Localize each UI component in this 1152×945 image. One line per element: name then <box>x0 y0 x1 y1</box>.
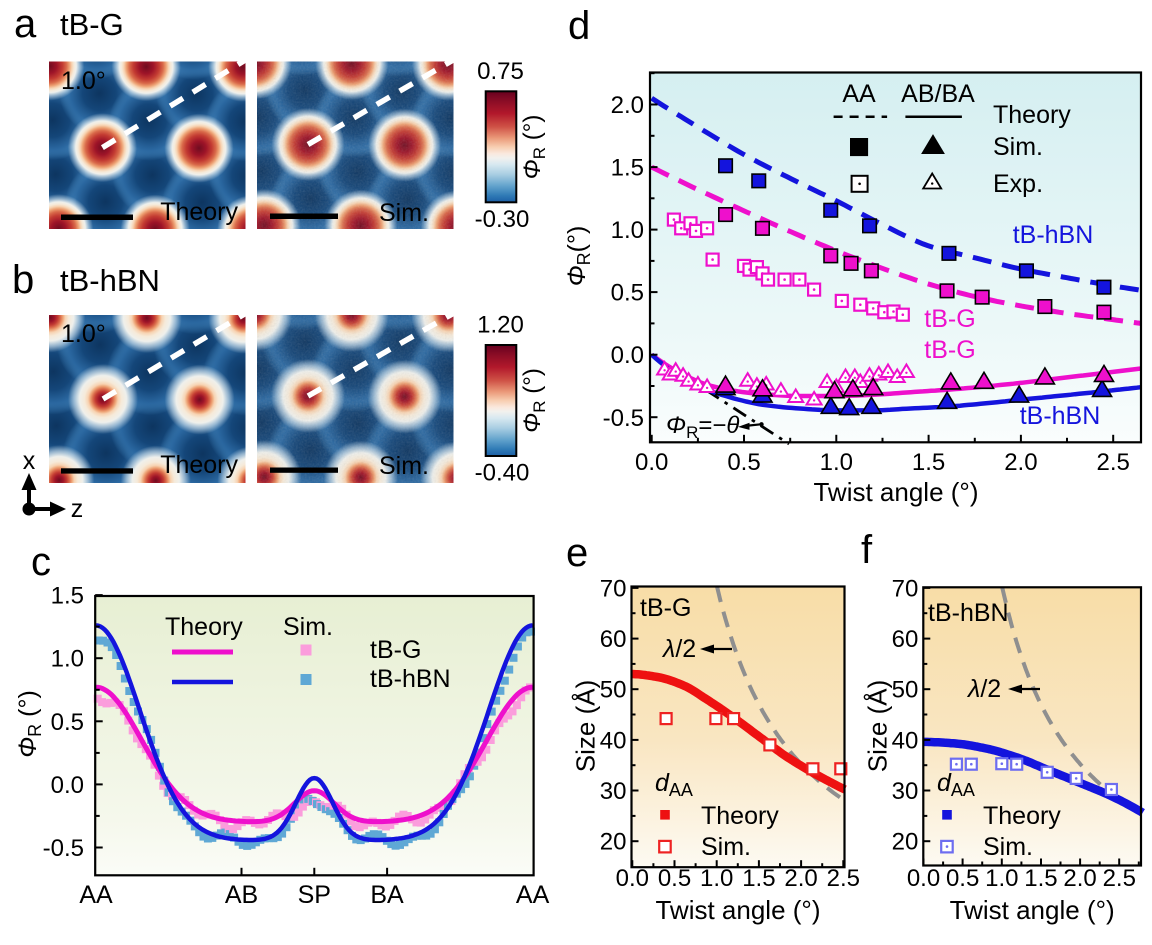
svg-text:2.0: 2.0 <box>1004 449 1037 476</box>
svg-text:2.5: 2.5 <box>1103 865 1136 892</box>
svg-text:1.0°: 1.0° <box>61 320 106 348</box>
svg-text:ΦR (°): ΦR (°) <box>519 368 549 433</box>
svg-text:Theory: Theory <box>160 451 238 479</box>
svg-text:λ/2: λ/2 <box>661 635 696 663</box>
svg-text:0.75: 0.75 <box>477 58 524 85</box>
svg-text:Exp.: Exp. <box>993 170 1043 198</box>
svg-text:1.5: 1.5 <box>1024 865 1057 892</box>
svg-text:0.0: 0.0 <box>611 342 644 369</box>
svg-text:0.0: 0.0 <box>51 772 84 799</box>
svg-text:1.0: 1.0 <box>700 865 733 892</box>
svg-text:0.0: 0.0 <box>616 865 649 892</box>
svg-text:Theory: Theory <box>983 802 1061 830</box>
svg-text:Sim.: Sim. <box>379 452 429 480</box>
svg-text:dAA: dAA <box>655 769 693 800</box>
svg-text:Sim.: Sim. <box>983 833 1033 861</box>
svg-text:ΦR(°): ΦR(°) <box>563 226 594 287</box>
svg-text:tB-hBN: tB-hBN <box>1020 402 1101 430</box>
svg-text:20: 20 <box>600 829 627 856</box>
svg-text:-0.40: -0.40 <box>475 460 530 487</box>
svg-text:60: 60 <box>600 626 627 653</box>
svg-text:Sim.: Sim. <box>379 199 429 227</box>
svg-text:-0.30: -0.30 <box>475 206 530 233</box>
svg-text:Theory: Theory <box>993 101 1071 129</box>
svg-text:0.5: 0.5 <box>658 865 691 892</box>
svg-text:0.5: 0.5 <box>727 449 760 476</box>
svg-text:0.5: 0.5 <box>611 280 644 307</box>
svg-text:Twist angle (°): Twist angle (°) <box>655 895 820 925</box>
svg-text:1.0: 1.0 <box>820 449 853 476</box>
svg-text:Sim.: Sim. <box>283 613 333 641</box>
svg-text:0.5: 0.5 <box>51 709 84 736</box>
svg-text:b: b <box>12 258 34 302</box>
svg-text:60: 60 <box>892 626 919 653</box>
svg-text:1.5: 1.5 <box>912 449 945 476</box>
svg-text:c: c <box>31 540 51 584</box>
svg-text:40: 40 <box>600 727 627 754</box>
svg-text:30: 30 <box>892 778 919 805</box>
svg-text:70: 70 <box>892 575 919 602</box>
svg-text:Twist angle (°): Twist angle (°) <box>813 477 978 507</box>
svg-text:-0.5: -0.5 <box>43 835 84 862</box>
svg-text:tB-G: tB-G <box>60 7 124 42</box>
svg-text:λ/2: λ/2 <box>966 675 1001 703</box>
svg-text:70: 70 <box>600 575 627 602</box>
svg-text:50: 50 <box>600 677 627 704</box>
svg-text:e: e <box>566 531 588 575</box>
svg-text:1.0: 1.0 <box>611 217 644 244</box>
svg-text:ΦR=−θ: ΦR=−θ <box>666 412 739 442</box>
svg-text:0.0: 0.0 <box>635 449 668 476</box>
svg-text:tB-G: tB-G <box>370 636 421 664</box>
svg-text:ΦR (°): ΦR (°) <box>14 690 45 758</box>
svg-text:1.20: 1.20 <box>477 312 524 339</box>
svg-text:Theory: Theory <box>160 198 238 226</box>
svg-text:1.0: 1.0 <box>51 646 84 673</box>
svg-text:0.0: 0.0 <box>907 865 940 892</box>
svg-text:tB-G: tB-G <box>924 305 975 333</box>
svg-text:Size (Å): Size (Å) <box>862 680 892 772</box>
svg-text:tB-G: tB-G <box>924 336 975 364</box>
svg-text:2.0: 2.0 <box>611 92 644 119</box>
svg-text:2.5: 2.5 <box>827 865 860 892</box>
svg-text:tB-hBN: tB-hBN <box>60 263 160 298</box>
svg-text:d: d <box>568 4 590 48</box>
svg-text:40: 40 <box>892 727 919 754</box>
svg-text:1.0: 1.0 <box>985 865 1018 892</box>
svg-text:20: 20 <box>892 829 919 856</box>
svg-text:AA: AA <box>842 80 876 108</box>
svg-text:Sim.: Sim. <box>701 833 751 861</box>
svg-text:1.5: 1.5 <box>51 583 84 610</box>
svg-text:30: 30 <box>600 778 627 805</box>
svg-text:1.0°: 1.0° <box>61 67 106 95</box>
svg-text:-0.5: -0.5 <box>603 405 644 432</box>
svg-text:Sim.: Sim. <box>993 133 1043 161</box>
svg-text:50: 50 <box>892 677 919 704</box>
svg-text:AB: AB <box>225 881 258 909</box>
svg-text:Theory: Theory <box>701 802 779 830</box>
svg-text:BA: BA <box>370 881 404 909</box>
svg-text:tB-hBN: tB-hBN <box>370 665 451 693</box>
svg-text:x: x <box>23 447 36 475</box>
svg-text:2.5: 2.5 <box>1097 449 1130 476</box>
svg-text:a: a <box>14 2 37 46</box>
svg-text:z: z <box>71 495 84 523</box>
svg-text:0.5: 0.5 <box>946 865 979 892</box>
svg-text:dAA: dAA <box>937 769 975 800</box>
svg-text:2.0: 2.0 <box>1063 865 1096 892</box>
svg-text:tB-G: tB-G <box>640 594 691 622</box>
svg-text:AA: AA <box>79 881 113 909</box>
svg-text:tB-hBN: tB-hBN <box>1013 221 1094 249</box>
svg-text:Theory: Theory <box>165 613 243 641</box>
svg-text:Twist angle (°): Twist angle (°) <box>950 895 1115 925</box>
svg-text:ΦR (°): ΦR (°) <box>519 115 549 180</box>
svg-text:1.5: 1.5 <box>611 155 644 182</box>
svg-text:AB/BA: AB/BA <box>901 80 975 108</box>
svg-text:1.5: 1.5 <box>742 865 775 892</box>
svg-text:SP: SP <box>298 881 331 909</box>
svg-text:f: f <box>861 528 873 572</box>
svg-text:Size (Å): Size (Å) <box>571 680 601 772</box>
svg-text:AA: AA <box>516 881 550 909</box>
svg-text:tB-hBN: tB-hBN <box>928 599 1009 627</box>
svg-text:2.0: 2.0 <box>784 865 817 892</box>
